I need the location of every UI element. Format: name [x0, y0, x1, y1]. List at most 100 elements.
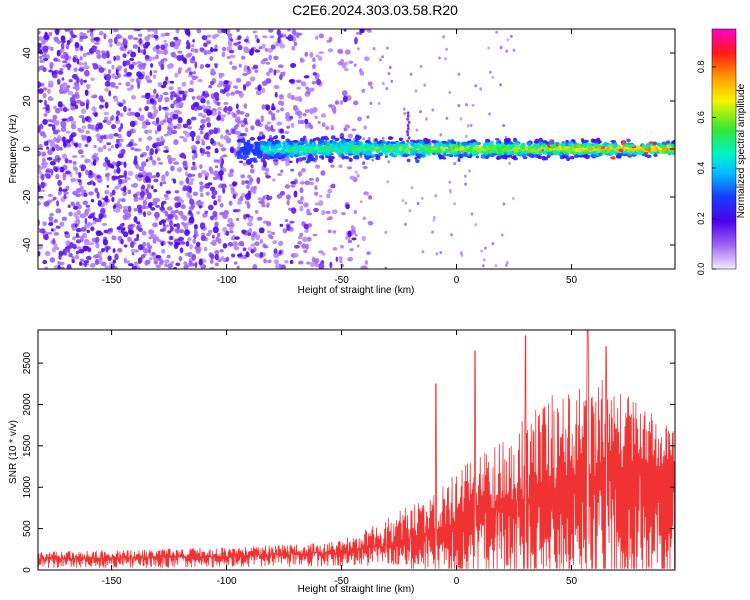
spectral-blob	[499, 83, 502, 87]
spectral-blob	[584, 149, 589, 154]
spectral-blob	[174, 215, 179, 220]
spectral-blob	[263, 245, 269, 249]
spectral-blob	[59, 166, 65, 173]
spectral-blob	[71, 259, 75, 264]
spectral-blob	[559, 150, 565, 153]
spectral-blob	[179, 135, 185, 139]
spectral-blob	[228, 81, 233, 85]
spectral-blob	[221, 46, 227, 52]
colorbar-tick-label: 0.4	[696, 162, 706, 175]
spectral-blob	[367, 81, 373, 86]
spectral-blob	[81, 117, 86, 124]
spectral-blob	[101, 222, 108, 227]
spectral-blob	[296, 86, 301, 90]
spectral-blob	[156, 137, 161, 142]
spectral-blob	[431, 149, 435, 153]
spectral-blob	[580, 138, 585, 143]
spectral-blob	[138, 137, 143, 142]
spectral-blob	[126, 130, 132, 138]
spectral-blob	[653, 153, 658, 158]
spectral-blob	[172, 113, 179, 120]
spectral-blob	[280, 169, 284, 174]
spectral-blob	[199, 47, 205, 52]
spectral-blob	[177, 116, 183, 124]
spectral-blob	[54, 167, 59, 173]
spectral-blob	[306, 87, 310, 91]
spectral-blob	[131, 251, 135, 256]
spectral-blob	[190, 204, 196, 209]
spectral-blob	[157, 239, 162, 243]
spectral-blob	[164, 114, 169, 120]
spectral-blob	[188, 210, 192, 215]
spectral-blob	[191, 154, 196, 161]
spectral-blob	[147, 245, 153, 250]
spectral-blob	[160, 219, 167, 224]
spectral-blob	[38, 244, 43, 250]
spectral-blob	[94, 259, 99, 265]
spectral-blob	[191, 55, 196, 61]
spectral-blob	[357, 47, 360, 51]
spectral-blob	[244, 180, 250, 184]
spectral-blob	[153, 211, 160, 219]
spectral-blob	[113, 169, 118, 174]
spectral-blob	[71, 155, 78, 159]
colorbar-tick-label: 0.6	[696, 111, 706, 124]
spectral-blob	[182, 215, 188, 222]
spectral-blob	[109, 81, 116, 88]
spectral-blob	[77, 149, 84, 155]
spectral-blob	[344, 49, 351, 55]
spectral-blob	[286, 224, 291, 232]
spectral-blob	[137, 244, 144, 251]
spectral-blob	[38, 143, 43, 150]
spectral-blob	[359, 152, 363, 157]
spectral-blob	[75, 193, 82, 198]
spectral-blob	[362, 137, 366, 141]
spectral-blob	[339, 100, 344, 105]
spectral-blob	[239, 132, 246, 137]
spectral-blob	[217, 198, 222, 203]
spectral-blob	[55, 137, 61, 144]
spectral-blob	[52, 114, 58, 120]
spectral-blob	[512, 137, 518, 143]
spectral-blob	[365, 29, 371, 32]
spectral-blob	[505, 263, 508, 267]
spectral-blob	[243, 143, 249, 148]
spectral-blob	[196, 211, 200, 215]
spectral-blob	[82, 245, 89, 252]
spectral-blob	[139, 190, 145, 198]
spectral-blob	[138, 115, 145, 122]
spectral-blob	[153, 70, 158, 74]
spectral-blob	[289, 220, 295, 224]
spectral-blob	[39, 59, 44, 63]
spectral-blob	[249, 136, 256, 141]
spectral-blob	[39, 189, 46, 193]
spectral-blob	[491, 242, 495, 246]
spectral-blob	[199, 205, 202, 209]
spectral-blob	[175, 29, 180, 34]
spectral-blob	[300, 168, 306, 173]
spectral-blob	[265, 175, 271, 179]
spectral-blob	[596, 137, 601, 142]
spectral-blob	[62, 172, 67, 178]
spectral-blob	[158, 105, 162, 112]
spectral-blob	[41, 53, 48, 58]
spectral-blob	[226, 33, 233, 37]
spectral-blob	[257, 156, 263, 159]
spectral-blob	[610, 156, 616, 160]
spectral-blob	[205, 191, 210, 196]
spectral-blob	[82, 52, 87, 58]
spectral-blob	[302, 236, 308, 243]
spectral-blob	[42, 67, 47, 73]
spectral-blob	[255, 234, 261, 241]
spectral-blob	[144, 54, 150, 60]
y-tick-label: 40	[22, 47, 33, 59]
spectral-blob	[164, 259, 170, 264]
spectral-blob	[73, 142, 78, 147]
spectral-blob	[146, 183, 151, 189]
spectral-blob	[75, 239, 82, 244]
spectral-blob	[145, 187, 149, 194]
spectral-blob	[279, 107, 285, 112]
spectral-blob	[502, 124, 506, 128]
spectral-blob	[152, 222, 158, 228]
